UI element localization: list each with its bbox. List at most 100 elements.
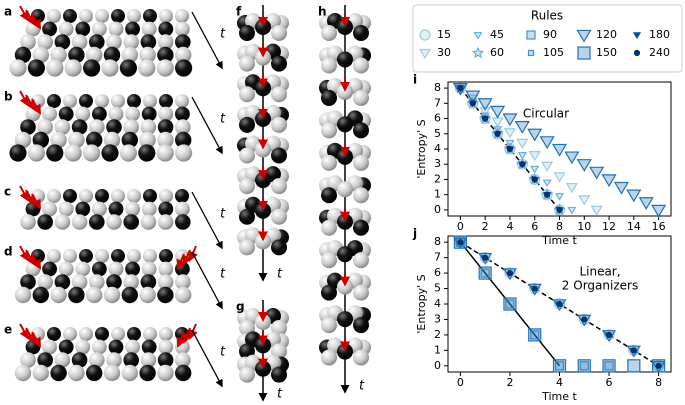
sphere [71,352,88,368]
sphere [71,34,88,50]
sphere [50,131,67,149]
sphere [271,178,287,195]
time-label: t [220,345,226,360]
sphere [156,144,174,162]
sphere [140,34,157,50]
marker [480,268,490,278]
sphere [37,352,53,368]
sphere [141,21,157,37]
sphere [63,94,77,108]
sphere [123,119,139,135]
sphere [321,25,337,41]
x-tick-label: 8 [655,376,662,389]
sphere [123,352,139,368]
marker [482,254,489,261]
sphere [95,327,109,341]
marker [516,138,529,150]
sphere [14,286,32,304]
sphere [125,106,140,122]
sphere [95,189,109,203]
sphere [141,201,157,217]
sphere [239,55,255,72]
sphere [119,144,137,162]
sphere [175,364,192,382]
sphere [157,274,174,290]
sphere [63,249,77,263]
y-tick-label: 0 [434,359,441,372]
sphere [108,261,124,277]
y-tick-label: 1 [434,343,441,356]
time-arrow [191,251,223,310]
x-tick-label: 4 [556,376,563,389]
sphere [86,46,103,64]
y-axis-label: 'Entropy' S [415,274,428,333]
sphere [271,86,287,103]
x-tick-label: 4 [506,220,513,233]
sphere [271,25,287,41]
marker [539,136,555,150]
sphere [239,25,255,41]
marker [638,197,654,210]
sphere [140,274,157,290]
sphere [9,59,27,77]
panel-label: a [4,5,12,19]
sphere [47,94,61,108]
sphere [125,261,140,277]
annotation: Circular [523,107,569,121]
sphere [75,21,91,37]
sphere [125,201,140,217]
sphere [9,144,27,162]
sphere [111,249,125,263]
sphere [42,106,57,122]
sphere [175,201,190,217]
sphere [86,286,103,304]
sphere [75,106,91,122]
sphere [20,214,36,230]
marker [494,130,501,137]
sphere [32,286,49,304]
sphere [143,189,157,203]
marker [602,359,616,373]
marker [601,174,617,188]
sphere [175,189,189,203]
sphere [157,131,174,149]
sphere [353,252,369,269]
sphere [103,131,121,149]
organizer-arrow [31,331,41,348]
sphere [337,311,353,328]
sphere [159,327,173,341]
sphere [121,131,138,149]
marker [567,206,577,215]
legend-label: 105 [543,46,564,59]
sphere [89,352,105,368]
marker [530,165,540,174]
legend-marker [419,29,431,41]
sphere [239,366,255,383]
sphere [32,46,49,64]
marker [556,206,563,214]
sphere [353,122,369,139]
y-tick-label: 8 [434,235,441,248]
marker [527,128,543,142]
sphere [20,119,36,135]
time-label: t [220,207,226,222]
y-tick-label: 5 [434,282,441,295]
sphere [111,9,125,23]
sphere [58,106,74,122]
fit-line [459,241,561,367]
sphere [321,57,337,74]
sphere [108,339,124,355]
sphere [239,147,255,164]
marker [576,159,592,172]
sphere [175,286,192,304]
sphere [42,261,57,277]
x-tick-label: 8 [556,220,563,233]
sphere [92,106,107,122]
panel-label: e [4,323,12,337]
time-label: t [220,112,226,127]
sphere [159,9,173,23]
sphere [92,21,107,37]
sphere [83,59,101,77]
sphere [321,219,337,236]
legend-label: 180 [649,28,670,41]
